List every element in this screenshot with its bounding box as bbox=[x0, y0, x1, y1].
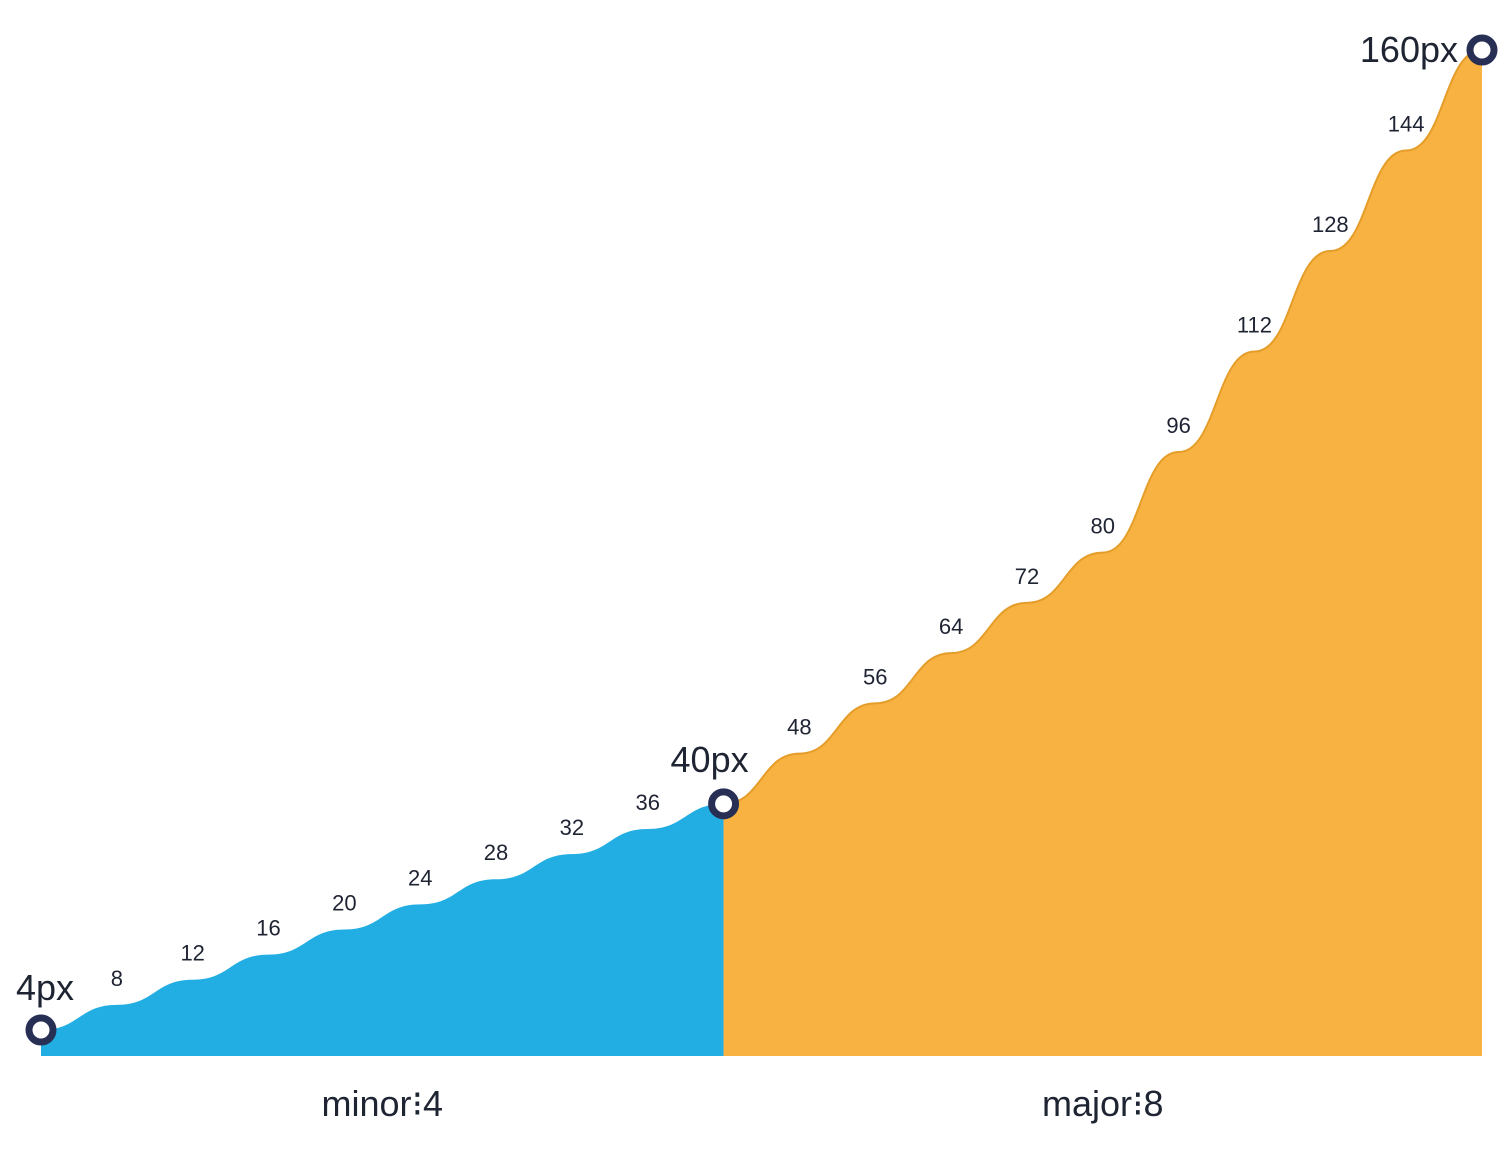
major-outline bbox=[723, 49, 1483, 805]
section-separator: ⁝ bbox=[1132, 1083, 1143, 1124]
tick-label: 72 bbox=[1015, 564, 1039, 589]
section-label-major: major⁝8 bbox=[1042, 1083, 1164, 1124]
tick-label: 16 bbox=[256, 916, 280, 941]
section-label-minor: minor⁝4 bbox=[322, 1083, 444, 1124]
tick-labels: 8 12 16 20 24 28 32 36 48 56 64 72 80 96 112 128 144 bbox=[111, 112, 1425, 991]
section-step: 4 bbox=[423, 1083, 443, 1124]
minor-area bbox=[41, 803, 724, 1056]
tick-label: 64 bbox=[939, 614, 963, 639]
tick-label: 12 bbox=[180, 941, 204, 966]
endpoint-label: 4px bbox=[16, 967, 74, 1008]
marker-4px bbox=[25, 1014, 57, 1046]
tick-label: 20 bbox=[332, 890, 356, 915]
tick-label: 80 bbox=[1091, 514, 1115, 539]
endpoint-label: 40px bbox=[671, 739, 749, 780]
marker-40px bbox=[708, 788, 740, 820]
tick-label: 96 bbox=[1166, 413, 1190, 438]
section-separator: ⁝ bbox=[412, 1083, 423, 1124]
tick-label: 48 bbox=[787, 715, 811, 740]
tick-label: 8 bbox=[111, 966, 123, 991]
tick-label: 36 bbox=[635, 790, 659, 815]
tick-label: 32 bbox=[560, 815, 584, 840]
tick-label: 128 bbox=[1312, 212, 1349, 237]
tick-label: 56 bbox=[863, 664, 887, 689]
tick-label: 112 bbox=[1237, 313, 1272, 338]
tick-label: 144 bbox=[1388, 112, 1425, 137]
section-name: major bbox=[1042, 1083, 1132, 1124]
section-step: 8 bbox=[1144, 1083, 1164, 1124]
tick-label: 28 bbox=[484, 840, 508, 865]
section-name: minor bbox=[322, 1083, 412, 1124]
section-labels: minor⁝4 major⁝8 bbox=[322, 1083, 1164, 1124]
tick-label: 24 bbox=[408, 865, 432, 890]
marker-160px bbox=[1466, 34, 1498, 66]
markers bbox=[25, 34, 1498, 1046]
endpoint-label: 160px bbox=[1360, 29, 1458, 70]
endpoint-labels: 4px 40px 160px bbox=[16, 29, 1458, 1008]
